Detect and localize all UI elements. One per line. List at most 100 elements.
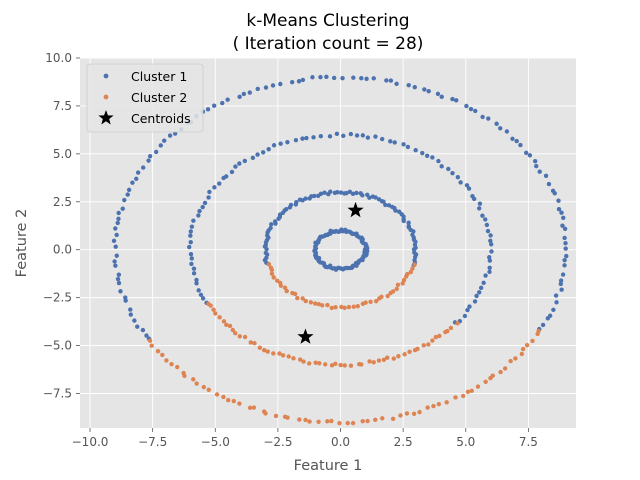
legend-label-cluster1: Cluster 1 bbox=[131, 69, 187, 84]
scatter-point bbox=[126, 187, 132, 193]
scatter-point bbox=[478, 285, 484, 291]
scatter-point bbox=[406, 82, 411, 88]
scatter-point bbox=[271, 351, 276, 356]
scatter-point bbox=[263, 85, 269, 90]
scatter-point bbox=[430, 155, 435, 160]
scatter-point bbox=[297, 417, 302, 422]
scatter-point bbox=[187, 244, 192, 250]
scatter-point bbox=[437, 333, 442, 339]
scatter-point bbox=[217, 315, 222, 320]
scatter-point bbox=[273, 413, 279, 419]
scatter-point bbox=[401, 277, 407, 283]
scatter-point bbox=[371, 360, 376, 365]
scatter-point bbox=[556, 207, 562, 212]
scatter-point bbox=[241, 91, 247, 97]
scatter-point bbox=[410, 266, 415, 271]
scatter-point bbox=[391, 356, 397, 361]
scatter-point bbox=[257, 345, 263, 350]
centroid-star bbox=[297, 328, 314, 344]
scatter-point bbox=[508, 358, 513, 364]
scatter-point bbox=[316, 193, 321, 199]
scatter-point bbox=[132, 318, 137, 323]
scatter-point bbox=[410, 232, 415, 238]
scatter-point bbox=[407, 349, 412, 355]
scatter-point bbox=[230, 327, 236, 333]
scatter-point bbox=[358, 191, 363, 196]
scatter-point bbox=[300, 136, 305, 141]
scatter-point bbox=[342, 363, 347, 368]
scatter-point bbox=[213, 311, 218, 316]
scatter-point bbox=[354, 190, 359, 196]
scatter-point bbox=[485, 228, 491, 234]
scatter-point bbox=[483, 379, 488, 384]
scatter-point bbox=[318, 134, 324, 139]
scatter-point bbox=[226, 397, 231, 403]
scatter-point bbox=[282, 285, 288, 290]
scatter-point bbox=[135, 324, 140, 329]
scatter-point bbox=[269, 222, 274, 227]
scatter-point bbox=[433, 334, 439, 340]
scatter-point bbox=[460, 393, 466, 399]
scatter-point bbox=[114, 253, 119, 258]
scatter-point bbox=[559, 287, 564, 292]
scatter-point bbox=[337, 420, 342, 426]
scatter-point bbox=[413, 147, 418, 153]
scatter-point bbox=[439, 164, 444, 169]
scatter-point bbox=[323, 362, 328, 367]
scatter-point bbox=[123, 298, 128, 303]
scatter-point bbox=[406, 223, 411, 229]
scatter-point bbox=[553, 293, 559, 298]
scatter-point bbox=[211, 103, 217, 108]
scatter-point bbox=[348, 363, 354, 368]
scatter-point bbox=[293, 202, 299, 207]
scatter-point bbox=[481, 280, 486, 286]
scatter-point bbox=[408, 269, 414, 275]
scatter-point bbox=[562, 257, 567, 263]
scatter-point bbox=[558, 278, 564, 283]
scatter-point bbox=[266, 262, 272, 267]
scatter-point bbox=[454, 98, 459, 103]
scatter-point bbox=[342, 305, 347, 310]
scatter-point bbox=[530, 338, 535, 344]
scatter-point bbox=[196, 288, 201, 293]
scatter-point bbox=[329, 418, 334, 424]
scatter-point bbox=[116, 272, 122, 277]
scatter-point bbox=[381, 357, 387, 363]
scatter-point bbox=[385, 355, 390, 360]
grid-lines bbox=[80, 57, 576, 428]
scatter-point bbox=[221, 175, 226, 181]
scatter-point bbox=[300, 296, 305, 301]
scatter-point bbox=[304, 135, 309, 141]
scatter-point bbox=[308, 300, 314, 305]
scatter-point bbox=[430, 338, 435, 343]
scatter-point bbox=[291, 356, 296, 361]
scatter-point bbox=[446, 166, 451, 172]
scatter-point bbox=[364, 76, 369, 82]
scatter-point bbox=[401, 142, 406, 147]
scatter-point bbox=[559, 210, 564, 215]
scatter-point bbox=[396, 209, 402, 214]
x-tick-label: 2.5 bbox=[394, 435, 413, 449]
scatter-point bbox=[455, 321, 460, 326]
scatter-point bbox=[359, 362, 364, 367]
scatter-point bbox=[147, 154, 153, 159]
scatter-point bbox=[406, 220, 411, 225]
scatter-point bbox=[322, 190, 327, 195]
scatter-point bbox=[276, 216, 281, 221]
scatter-point bbox=[149, 343, 154, 348]
scatter-point bbox=[513, 356, 518, 361]
scatter-point bbox=[466, 186, 472, 191]
scatter-point bbox=[487, 258, 493, 263]
scatter-point bbox=[483, 217, 488, 222]
scatter-point bbox=[271, 275, 276, 280]
scatter-point bbox=[120, 206, 125, 211]
scatter-point bbox=[237, 94, 242, 100]
scatter-point bbox=[395, 282, 401, 287]
scatter-point bbox=[546, 181, 552, 187]
scatter-point bbox=[376, 358, 382, 363]
scatter-point bbox=[351, 75, 356, 80]
scatter-point bbox=[201, 384, 206, 390]
scatter-point bbox=[350, 420, 356, 426]
scatter-point bbox=[469, 388, 474, 394]
scatter-point bbox=[333, 361, 338, 367]
